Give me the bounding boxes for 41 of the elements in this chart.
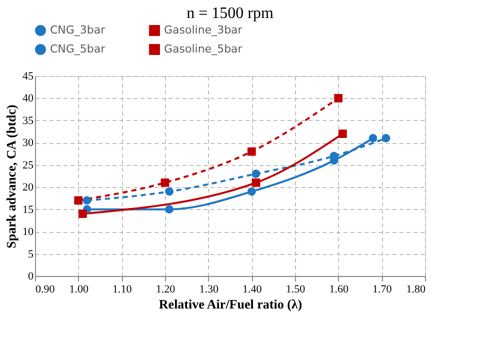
x-tick-label: 1.00 xyxy=(69,284,89,296)
point xyxy=(252,170,260,178)
x-tick-label: 1.70 xyxy=(372,284,392,296)
point xyxy=(247,147,256,156)
point xyxy=(252,178,260,187)
point xyxy=(368,134,378,142)
y-tick-label: 30 xyxy=(22,137,34,150)
y-tick-label: 25 xyxy=(22,159,34,172)
x-tick-label: 1.80 xyxy=(406,284,426,296)
point xyxy=(334,94,343,102)
y-tick-label: 10 xyxy=(22,226,34,238)
y-tick-label: 45 xyxy=(22,70,34,82)
y-axis-title: Spark advance, CA (btdc) xyxy=(4,104,18,248)
x-tick-label: 0.90 xyxy=(36,284,56,296)
point xyxy=(82,196,92,205)
legend-label: Gasoline_5bar xyxy=(164,42,243,56)
point xyxy=(78,210,87,218)
y-tick-label: 20 xyxy=(22,182,34,194)
point xyxy=(165,205,174,214)
point xyxy=(165,187,174,196)
x-tick-label: 1.50 xyxy=(286,284,306,296)
y-tick-label: 15 xyxy=(22,204,34,216)
x-axis-title: Relative Air/Fuel ratio (λ) xyxy=(158,296,302,312)
y-tick-label: 5 xyxy=(28,248,34,260)
x-tick-label: 1.30 xyxy=(199,284,219,296)
x-tick-label: 1.60 xyxy=(329,284,349,296)
legend-label: CNG_5bar xyxy=(50,42,106,56)
point xyxy=(74,196,83,205)
point xyxy=(160,178,170,187)
chart-title: n = 1500 rpm xyxy=(186,5,274,22)
point xyxy=(338,130,347,138)
legend-label: Gasoline_3bar xyxy=(164,24,243,37)
x-tick-label: 1.10 xyxy=(112,284,132,296)
y-tick-label: 40 xyxy=(22,92,34,105)
point xyxy=(247,187,256,196)
y-tick-label: 0 xyxy=(28,270,34,282)
x-tick-label: 1.20 xyxy=(156,284,176,296)
y-tick-label: 35 xyxy=(22,114,34,127)
point xyxy=(382,134,390,142)
x-tick-label: 1.40 xyxy=(242,284,262,296)
legend-label: CNG_3bar xyxy=(50,24,106,37)
